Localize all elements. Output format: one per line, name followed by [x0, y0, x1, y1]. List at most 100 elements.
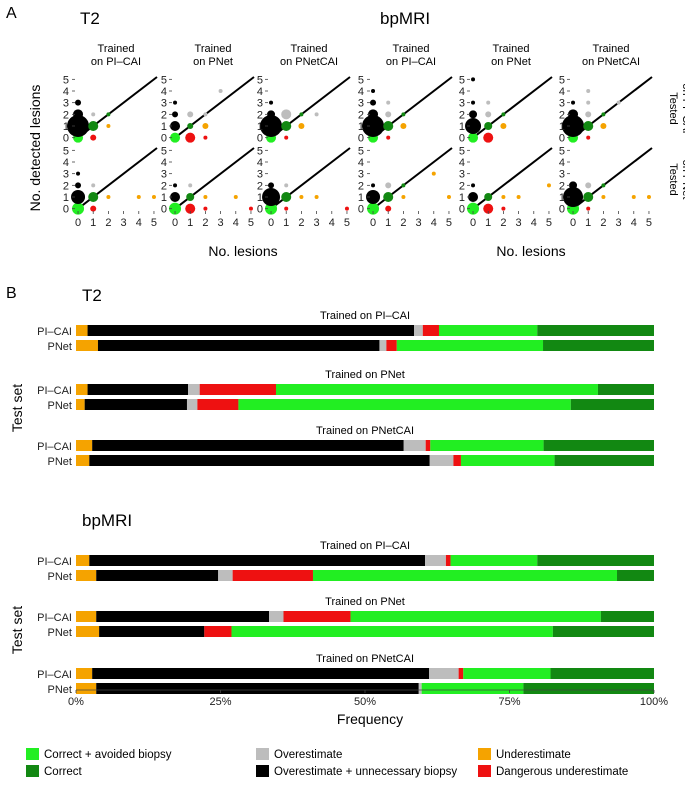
y-tick-label: 0: [63, 204, 69, 216]
y-tick-label: 0: [63, 133, 69, 145]
y-tick-label: 3: [559, 169, 565, 181]
bar-segment: [600, 611, 654, 622]
bar-segment: [543, 440, 654, 451]
bar-segment: [76, 668, 93, 679]
row-header: Tested: [667, 92, 679, 124]
data-point: [366, 190, 381, 204]
data-point: [248, 206, 253, 211]
y-tick-label: 2: [63, 180, 69, 192]
y-tick-label: 1: [559, 192, 565, 204]
bubble-panel: [260, 76, 351, 143]
bar-segment: [425, 555, 446, 566]
x-tick-label: 5: [151, 217, 157, 229]
bar-segment: [430, 440, 544, 451]
bar-segment: [543, 340, 654, 351]
x-tick-label: 4: [329, 217, 335, 229]
y-tick-label: 4: [459, 86, 465, 98]
x-tick-label: 0: [570, 217, 576, 229]
test-set-label: PNet: [48, 400, 72, 412]
y-tick-label: 5: [161, 74, 167, 86]
bar-segment: [403, 440, 426, 451]
bar-segment: [199, 384, 276, 395]
x-tick-label: 3: [121, 217, 127, 229]
bar-group-title: Trained on PI–CAI: [320, 310, 410, 322]
column-header: Trained: [593, 43, 630, 55]
bar-segment: [450, 555, 538, 566]
identity-line: [174, 76, 255, 139]
y-tick-label: 3: [63, 98, 69, 110]
bar-segment: [238, 399, 571, 410]
bar-group-title: Trained on PNet: [325, 369, 405, 381]
data-point: [585, 111, 592, 118]
data-point: [203, 206, 208, 211]
data-point: [586, 89, 591, 93]
y-tick-label: 0: [358, 204, 364, 216]
y-tick-label: 4: [63, 157, 69, 169]
data-point: [73, 109, 84, 120]
panel-b-section-t2: T2: [82, 286, 102, 305]
data-point: [471, 100, 476, 105]
column-header: Trained: [393, 43, 430, 55]
y-tick-label: 2: [358, 180, 364, 192]
y-tick-label: 2: [161, 109, 167, 121]
bar-group-title: Trained on PI–CAI: [320, 540, 410, 552]
y-tick-label: 3: [559, 98, 565, 110]
x-tick-label: 1: [90, 217, 96, 229]
y-tick-label: 4: [459, 157, 465, 169]
test-set-label: PNet: [48, 571, 72, 583]
y-tick-label: 4: [257, 157, 263, 169]
bar-segment: [97, 340, 380, 351]
data-point: [585, 182, 592, 189]
legend-label: Overestimate: [274, 749, 342, 761]
identity-line: [472, 76, 553, 139]
y-tick-label: 0: [559, 204, 565, 216]
data-point: [67, 115, 90, 137]
x-tick-label: 5: [646, 217, 652, 229]
column-header: Trained: [291, 43, 328, 55]
data-point: [431, 171, 436, 176]
data-point: [314, 112, 319, 117]
bar-segment: [96, 683, 419, 694]
bar-segment: [76, 455, 90, 466]
bar-segment: [597, 384, 654, 395]
y-tick-label: 1: [257, 121, 263, 133]
y-tick-label: 3: [161, 169, 167, 181]
y-tick-label: 0: [257, 204, 263, 216]
data-point: [281, 121, 292, 131]
data-point: [106, 112, 111, 117]
data-point: [383, 121, 394, 131]
y-tick-label: 3: [358, 169, 364, 181]
x-tick-label: 2: [105, 217, 111, 229]
data-point: [367, 202, 380, 215]
data-point: [401, 112, 406, 117]
test-set-label: PNet: [48, 684, 72, 696]
data-point: [269, 100, 274, 105]
bar-segment: [89, 455, 430, 466]
panel-a-ylabel: No. detected lesions: [27, 85, 43, 212]
data-point: [268, 182, 275, 189]
data-point: [362, 115, 385, 137]
data-point: [383, 192, 394, 202]
y-tick-label: 5: [559, 145, 565, 157]
data-point: [260, 115, 283, 137]
data-point: [298, 123, 305, 129]
data-point: [106, 195, 111, 199]
x-tick-label: 4: [531, 217, 537, 229]
data-point: [601, 112, 606, 117]
bar-segment: [197, 399, 239, 410]
bar-segment: [186, 399, 198, 410]
y-tick-label: 4: [257, 86, 263, 98]
bar-segment: [386, 340, 397, 351]
data-point: [170, 192, 181, 202]
y-tick-label: 3: [257, 169, 263, 181]
test-set-label: PI–CAI: [37, 326, 72, 338]
data-point: [370, 99, 377, 106]
data-point: [485, 111, 492, 118]
x-tick-label: 1: [485, 217, 491, 229]
data-point: [265, 202, 278, 215]
bar-segment: [76, 399, 85, 410]
data-point: [471, 183, 476, 188]
bar-segment: [458, 668, 464, 679]
data-point: [500, 123, 507, 129]
